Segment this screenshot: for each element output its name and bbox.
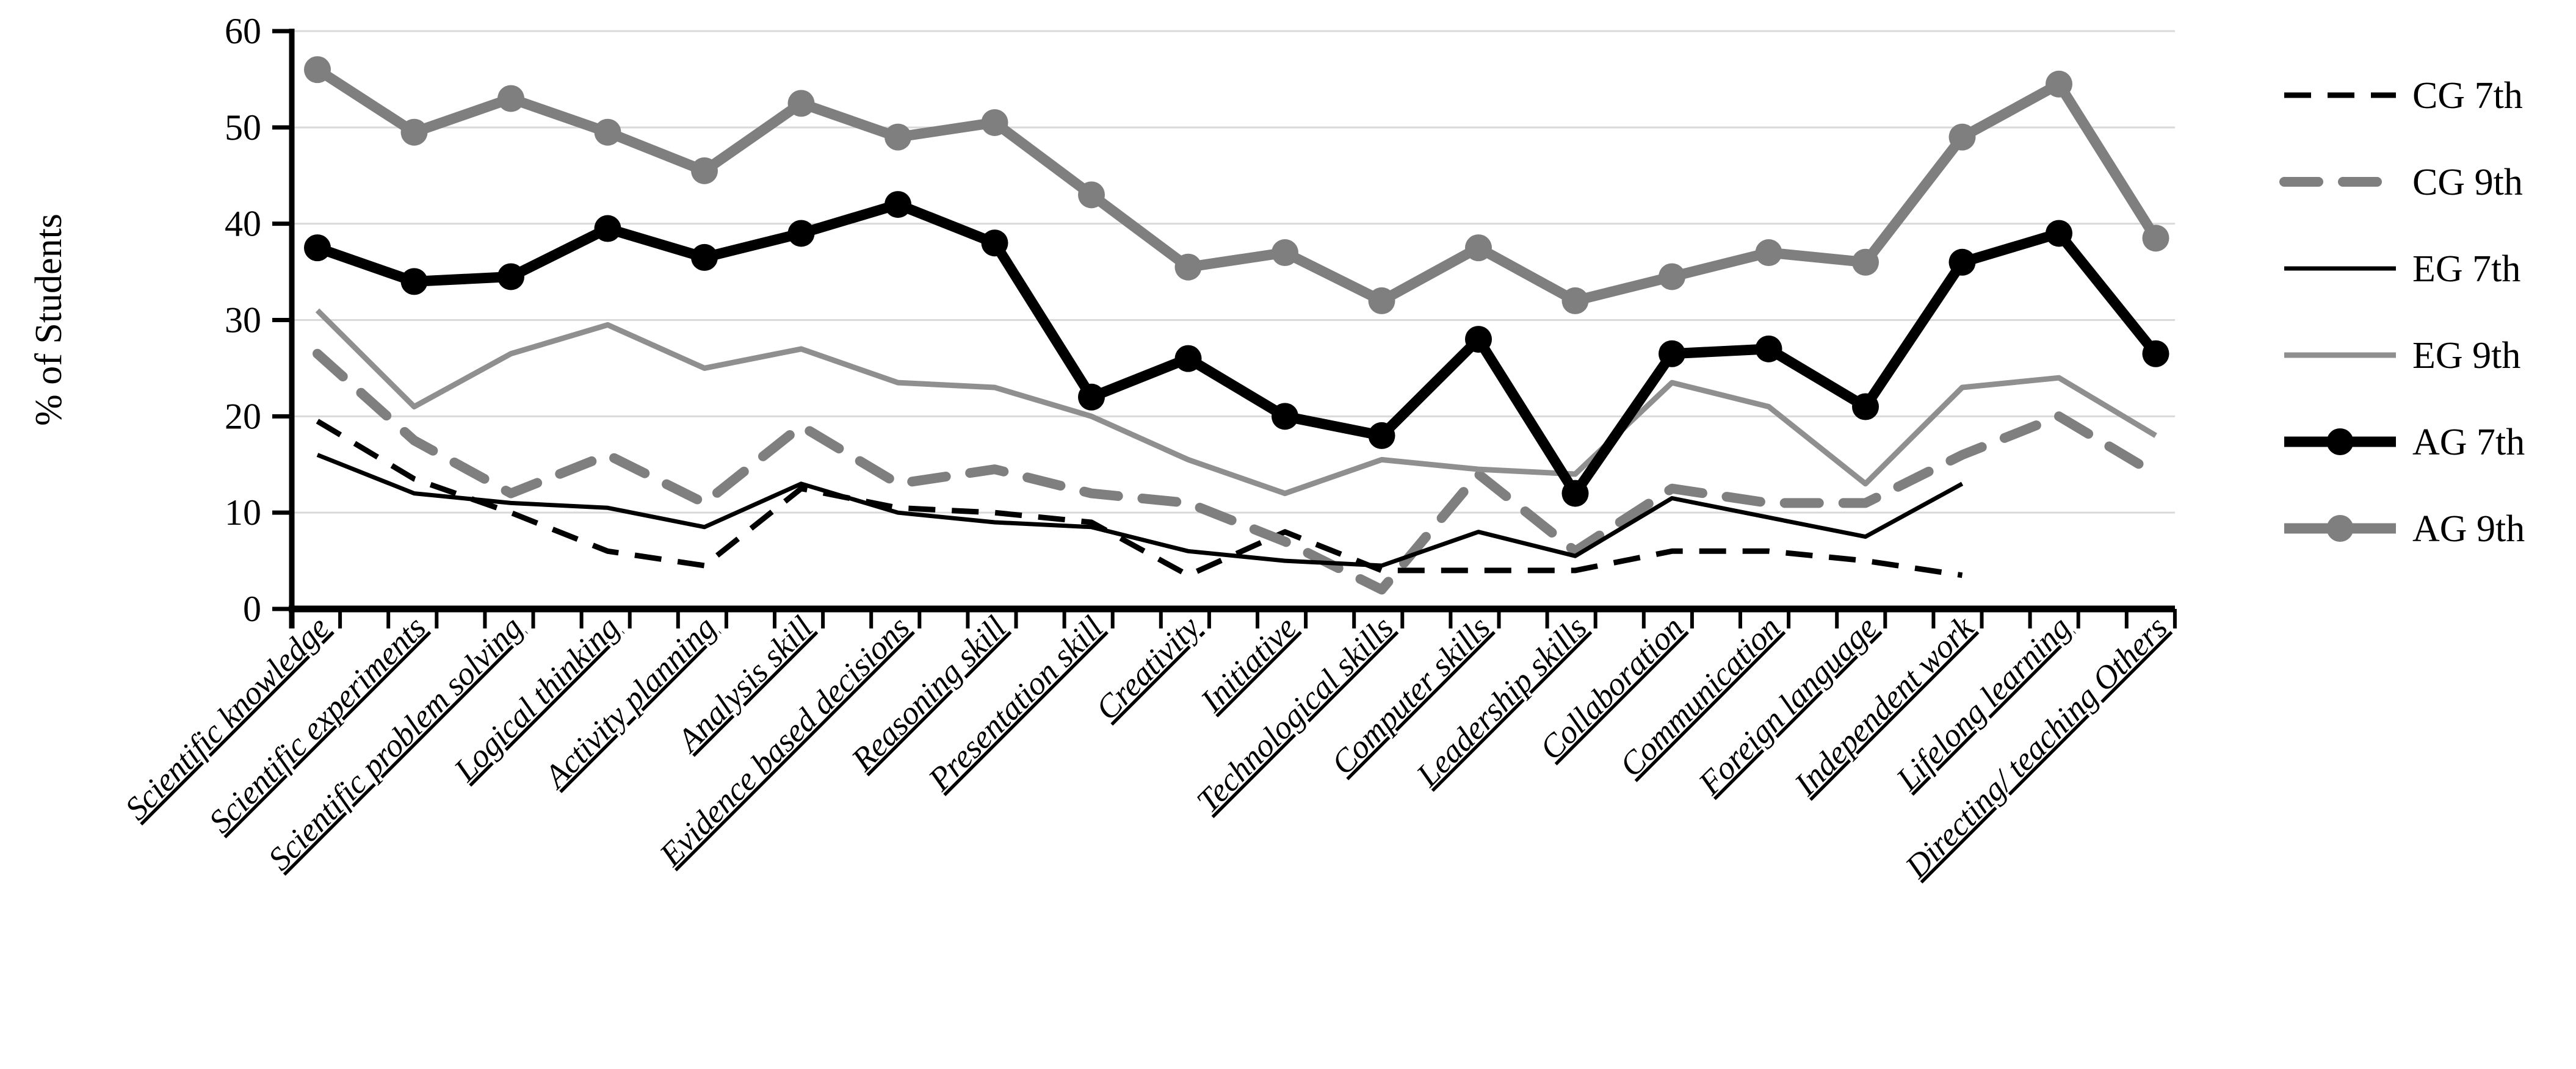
y-tick-label: 30 — [225, 300, 261, 340]
series-line-cg-9th — [313, 348, 2161, 595]
data-point-marker — [1078, 181, 1105, 209]
data-point-marker — [1852, 393, 1879, 420]
y-tick-label: 0 — [243, 589, 261, 629]
legend-label-ag-7th: AG 7th — [2412, 422, 2525, 463]
legend-label-eg-7th: EG 7th — [2412, 248, 2520, 290]
y-axis-tick-labels: 0 10 20 30 40 50 60 — [225, 11, 261, 629]
y-axis-title: % of Students — [28, 214, 70, 426]
legend-item-cg-9th: CG 9th — [2279, 162, 2523, 203]
data-point-marker — [1659, 340, 1685, 367]
series-eg-7th — [316, 453, 1964, 568]
data-point-marker — [594, 118, 621, 146]
data-point-marker — [1561, 287, 1589, 314]
data-point-marker — [1368, 422, 1395, 449]
legend-swatch-marker-ag-7th — [2326, 428, 2354, 455]
data-point-marker — [497, 85, 524, 112]
data-point-marker — [1465, 234, 1492, 262]
series-markers-ag-9th — [304, 56, 2169, 314]
legend-item-eg-9th: EG 9th — [2284, 335, 2520, 376]
data-point-marker — [2142, 340, 2169, 367]
y-tick-label: 40 — [225, 204, 261, 244]
series-line-eg-9th — [315, 308, 2157, 497]
data-point-marker — [1272, 239, 1298, 267]
data-point-marker — [691, 243, 718, 271]
data-point-marker — [787, 220, 815, 247]
legend-item-eg-7th: EG 7th — [2284, 248, 2520, 290]
series-ag-9th — [304, 56, 2169, 314]
legend-item-cg-7th: CG 7th — [2284, 75, 2523, 117]
gridlines — [292, 30, 2175, 514]
data-point-marker — [304, 234, 331, 262]
data-point-marker — [2046, 220, 2072, 247]
legend-label-cg-7th: CG 7th — [2412, 75, 2523, 117]
data-point-marker — [1755, 335, 1782, 362]
y-tick-label: 60 — [225, 11, 261, 51]
data-point-marker — [885, 191, 911, 218]
axes — [272, 29, 2177, 628]
x-category-label-leadership-skills: Leadership skills — [1409, 609, 1594, 794]
data-point-marker — [1561, 480, 1589, 507]
series-cg-7th — [316, 419, 1963, 578]
y-tick-label: 50 — [225, 107, 261, 148]
series-line-eg-7th — [316, 453, 1964, 568]
x-category-label-activity-planning: Activity planning — [536, 609, 723, 796]
x-category-label-presentation-skill: Presentation skill — [921, 609, 1110, 798]
legend-item-ag-9th: AG 9th — [2284, 508, 2525, 550]
y-tick-label: 20 — [225, 396, 261, 436]
data-point-marker — [1174, 345, 1202, 372]
data-point-marker — [1465, 326, 1492, 353]
data-point-marker — [1755, 239, 1782, 267]
data-point-marker — [2142, 225, 2169, 252]
series-eg-9th — [315, 308, 2157, 497]
data-point-marker — [1659, 263, 1685, 290]
data-point-marker — [497, 263, 524, 290]
legend-label-eg-9th: EG 9th — [2412, 335, 2520, 376]
legend-label-cg-9th: CG 9th — [2412, 162, 2523, 203]
data-point-marker — [400, 118, 428, 146]
data-point-marker — [1078, 383, 1105, 411]
series-cg-9th — [313, 348, 2161, 595]
data-point-marker — [1852, 248, 1879, 276]
y-tick-label: 10 — [225, 492, 261, 533]
data-point-marker — [2046, 70, 2072, 98]
data-point-marker — [1948, 123, 1976, 151]
data-point-marker — [1368, 287, 1395, 314]
legend-swatch-marker-ag-9th — [2326, 515, 2354, 542]
data-point-marker — [400, 268, 428, 295]
data-point-marker — [1174, 253, 1202, 281]
data-point-marker — [885, 123, 911, 151]
legend: CG 7th CG 9th EG 7th EG 9th AG 7th AG 9th — [2279, 75, 2525, 550]
x-category-label-foreign-language: Foreign language — [1691, 609, 1884, 802]
legend-item-ag-7th: AG 7th — [2284, 422, 2525, 463]
x-category-label-lifelong-learning: Lifelong learning — [1889, 609, 2077, 797]
series-line-ag-9th — [314, 65, 2160, 306]
data-point-marker — [1272, 403, 1298, 430]
plot-series — [304, 56, 2169, 595]
series-markers-ag-7th — [304, 191, 2169, 507]
series-line-cg-7th — [316, 419, 1963, 578]
data-point-marker — [304, 56, 331, 84]
x-category-label-independent-work: Independent work — [1787, 608, 1981, 802]
data-point-marker — [1948, 248, 1976, 276]
x-category-label-creativity: Creativity — [1088, 609, 1207, 727]
data-point-marker — [981, 229, 1008, 257]
data-point-marker — [981, 109, 1008, 136]
series-ag-7th — [304, 191, 2169, 507]
legend-label-ag-9th: AG 9th — [2412, 508, 2525, 550]
series-line-ag-7th — [316, 199, 2160, 499]
data-point-marker — [594, 215, 621, 242]
data-point-marker — [787, 90, 815, 117]
x-category-label-logical-thinking: Logical thinking — [446, 609, 626, 788]
data-point-marker — [691, 157, 718, 184]
